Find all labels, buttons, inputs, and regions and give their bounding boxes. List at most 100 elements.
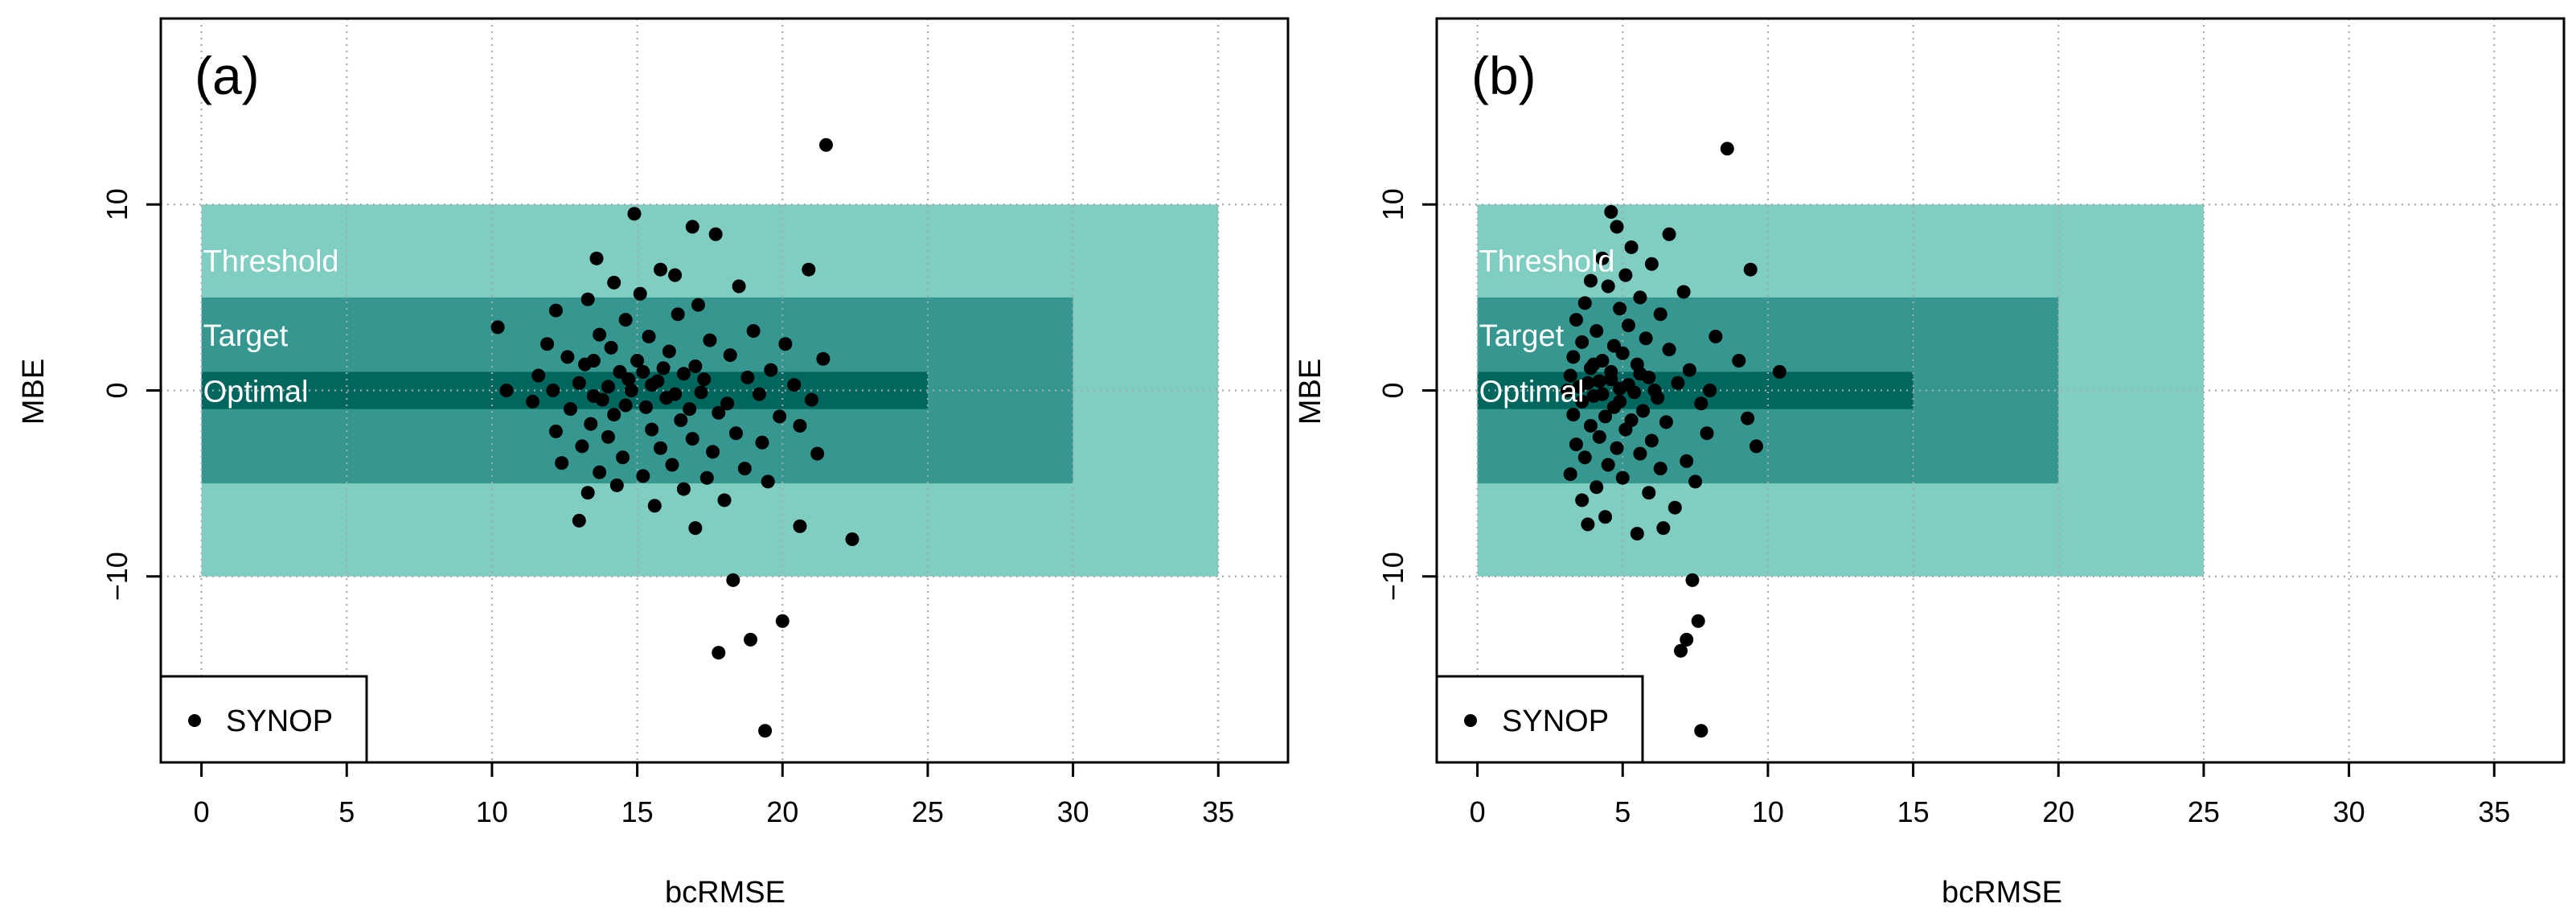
- panel-b-data-point: [1598, 409, 1613, 424]
- panel-a-data-point: [761, 474, 775, 489]
- panel-a-x-tick-label: 5: [338, 795, 355, 828]
- panel-a-data-point: [793, 418, 807, 433]
- panel-a-data-point: [845, 532, 859, 546]
- panel-b-data-point: [1589, 480, 1604, 495]
- panel-b-data-point: [1613, 302, 1627, 316]
- panel-b-data-point: [1674, 643, 1688, 658]
- panel-b-data-point: [1615, 346, 1630, 360]
- panel-b-data-point: [1595, 387, 1610, 401]
- panel-b-data-point: [1636, 404, 1651, 418]
- panel-b-tag: (b): [1471, 46, 1536, 105]
- panel-a-data-point: [593, 327, 607, 342]
- panel-a-data-point: [555, 456, 569, 470]
- panel-b-zone-label-optimal: Optimal: [1479, 376, 1585, 409]
- panel-a-data-point: [691, 298, 705, 312]
- panel-b-data-point: [1644, 433, 1659, 448]
- panel-a-data-point: [717, 493, 732, 507]
- panel-a-legend: SYNOP: [159, 675, 368, 764]
- panel-a-data-point: [685, 432, 699, 446]
- panel-a-data-point: [744, 632, 758, 647]
- panel-a-data-point: [575, 439, 589, 454]
- panel-a-data-point: [526, 394, 540, 409]
- panel-b-data-point: [1691, 614, 1705, 628]
- panel-b-data-point: [1563, 467, 1577, 482]
- panel-b-y-axis-label: MBE: [1294, 359, 1327, 425]
- panel-a-data-point: [580, 292, 595, 306]
- panel-b-data-point: [1563, 368, 1577, 383]
- panel-b-data-point: [1577, 296, 1592, 310]
- panel-b-data-point: [1575, 493, 1589, 507]
- panel-a-data-point: [804, 392, 818, 407]
- panel-b-data-point: [1624, 413, 1639, 427]
- panel-a-data-point: [624, 384, 638, 397]
- panel-a-x-tick-label: 20: [766, 795, 798, 828]
- panel-b-data-point: [1613, 394, 1627, 409]
- panel-a-data-point: [607, 275, 621, 290]
- panel-b-data-point: [1584, 273, 1598, 288]
- panel-b-data-point: [1569, 313, 1583, 327]
- panel-a-data-point: [572, 513, 586, 528]
- panel-a-data-point: [758, 724, 773, 738]
- panel-b-data-point: [1604, 205, 1618, 219]
- panel-b-data-point: [1749, 439, 1763, 454]
- panel-b-legend-marker: [1464, 714, 1477, 727]
- panel-a-data-point: [618, 398, 633, 413]
- panel-a-data-point: [584, 417, 598, 431]
- panel-a-x-tick-label: 10: [476, 795, 508, 828]
- panel-a-data-point: [499, 384, 514, 397]
- panel-b-data-point: [1581, 517, 1595, 532]
- panel-a-data-point: [621, 372, 636, 387]
- panel-b-data-point: [1566, 408, 1581, 422]
- panel-a-data-point: [601, 429, 615, 444]
- panel-a-data-point: [694, 385, 708, 400]
- panel-b-data-point: [1621, 378, 1635, 392]
- panel-b-y-tick-label: −10: [1376, 552, 1409, 601]
- panel-a-data-point: [586, 354, 601, 368]
- panel-a-data-point: [548, 303, 563, 318]
- panel-a-data-point: [589, 251, 604, 265]
- panel-a-data-point: [683, 402, 697, 417]
- panel-a: Threshold Target Optimal 0 5 10 15 20 25 30 35 −10…: [17, 17, 1290, 910]
- panel-a-data-point: [810, 446, 825, 461]
- panel-b-data-point: [1601, 458, 1615, 472]
- panel-a-data-point: [580, 486, 595, 500]
- panel-a-data-point: [604, 340, 618, 355]
- panel-a-data-point: [548, 424, 563, 438]
- panel-a-data-point: [688, 521, 703, 536]
- panel-a-legend-label: SYNOP: [226, 704, 333, 738]
- panel-a-data-point: [755, 435, 769, 450]
- panel-b: Threshold Target Optimal 0 5 10 15 20 25 30 35 −10…: [1294, 17, 2566, 910]
- panel-b-data-point: [1604, 372, 1618, 387]
- panel-a-data-point: [746, 324, 761, 338]
- panel-b-data-point: [1633, 367, 1647, 381]
- panel-a-data-point: [708, 227, 723, 241]
- panel-b-data-point: [1653, 462, 1667, 476]
- panel-b-x-tick-label: 25: [2188, 795, 2220, 828]
- panel-a-data-point: [685, 220, 699, 234]
- panel-a-data-point: [647, 499, 662, 513]
- panel-a-data-point: [775, 614, 790, 628]
- panel-b-y-tick-label: 10: [1376, 188, 1409, 220]
- panel-b-data-point: [1639, 331, 1653, 346]
- panel-b-zone-label-threshold: Threshold: [1479, 245, 1615, 279]
- panel-b-data-point: [1772, 364, 1786, 379]
- panel-a-data-point: [674, 413, 688, 427]
- panel-a-data-point: [671, 307, 685, 322]
- panel-a-x-tick-label: 35: [1202, 795, 1234, 828]
- panel-a-data-point: [531, 368, 546, 383]
- panel-a-data-point: [645, 378, 659, 392]
- panel-b-x-tick-label: 10: [1752, 795, 1784, 828]
- panel-b-data-point: [1708, 329, 1723, 343]
- panel-a-data-point: [793, 519, 807, 533]
- panel-b-x-tick-label: 5: [1614, 795, 1631, 828]
- panel-b-x-tick-label: 15: [1897, 795, 1930, 828]
- panel-a-data-point: [665, 458, 679, 472]
- panel-a-zone-label-threshold: Threshold: [203, 245, 339, 279]
- panel-b-data-point: [1618, 268, 1633, 282]
- panel-b-x-tick-label: 0: [1470, 795, 1486, 828]
- panel-b-data-point: [1676, 285, 1691, 299]
- panel-a-zone-label-optimal: Optimal: [203, 376, 309, 409]
- panel-b-data-point: [1566, 350, 1581, 364]
- panel-a-data-point: [706, 445, 720, 459]
- panel-a-data-point: [627, 207, 642, 221]
